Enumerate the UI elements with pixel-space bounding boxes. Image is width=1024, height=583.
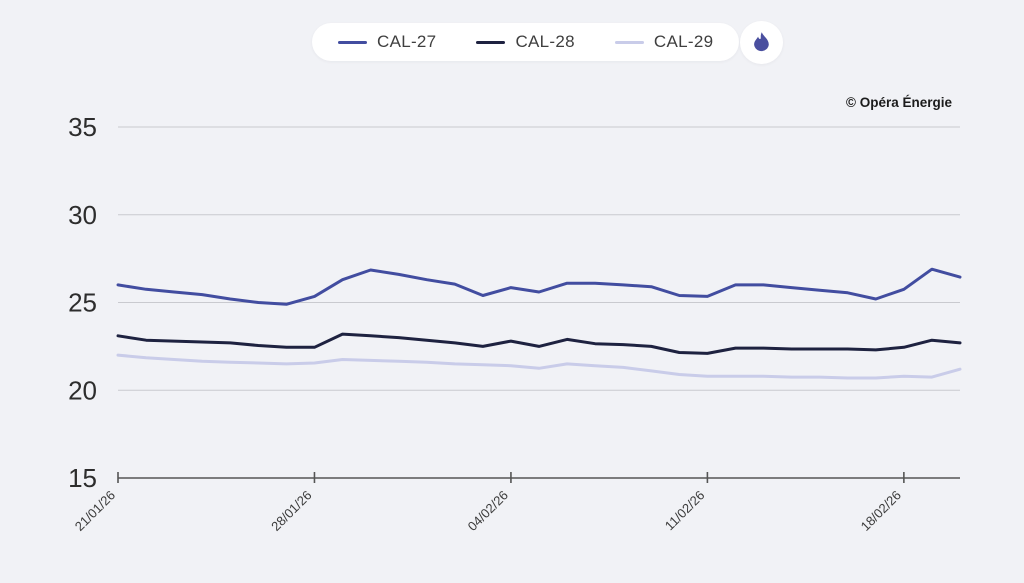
legend-item-cal-29[interactable]: CAL-29 [614,32,714,52]
cal-29-line-swatch-icon [614,40,644,44]
legend-label: CAL-27 [377,32,437,51]
x-tick-label: 28/01/26 [268,488,314,534]
x-tick-label: 04/02/26 [465,488,511,534]
series-line-cal-27 [116,267,962,306]
chart-legend: CAL-27 CAL-28 CAL-29 [312,23,740,61]
cal-28-line-swatch-icon [476,40,506,44]
x-tick-label: 11/02/26 [662,488,708,534]
flame-icon [754,32,769,52]
y-tick-label: 25 [68,288,97,318]
y-tick-label: 35 [68,112,97,142]
y-tick-label: 15 [68,463,97,493]
cal-27-line-swatch-icon [338,40,367,44]
legend-label: CAL-29 [653,32,714,51]
legend-item-cal-27[interactable]: CAL-27 [338,32,436,52]
series-line-cal-29 [116,353,962,380]
legend-label: CAL-28 [515,32,575,51]
x-tick-label: 18/02/26 [858,488,904,534]
series-line-cal-28 [116,332,962,355]
y-tick-label: 20 [68,375,97,405]
copyright-watermark: © Opéra Énergie [846,95,952,110]
y-tick-label: 30 [68,200,97,230]
flame-badge [740,21,783,64]
legend-item-cal-28[interactable]: CAL-28 [476,32,575,52]
x-tick-label: 21/01/26 [72,488,118,534]
